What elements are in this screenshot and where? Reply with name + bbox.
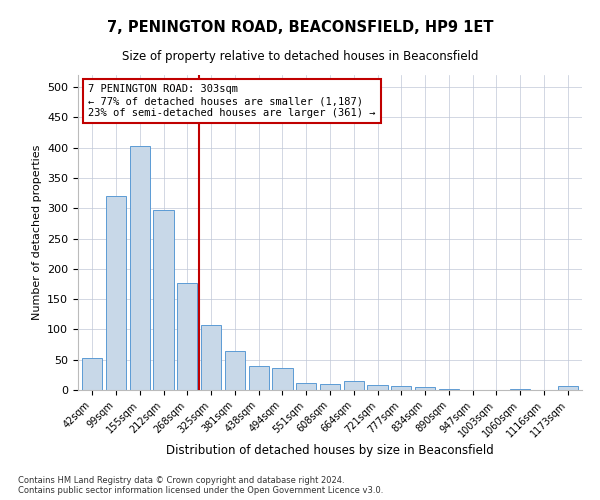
Bar [296, 384, 316, 390]
Bar [367, 384, 388, 390]
Bar [201, 325, 221, 390]
Text: 7, PENINGTON ROAD, BEACONSFIELD, HP9 1ET: 7, PENINGTON ROAD, BEACONSFIELD, HP9 1ET [107, 20, 493, 35]
Bar [557, 386, 578, 390]
Bar [177, 284, 197, 390]
Bar [344, 381, 364, 390]
Bar [391, 386, 412, 390]
Y-axis label: Number of detached properties: Number of detached properties [32, 145, 41, 320]
Bar [225, 350, 245, 390]
Bar [272, 368, 293, 390]
Bar [130, 146, 150, 390]
Text: 7 PENINGTON ROAD: 303sqm
← 77% of detached houses are smaller (1,187)
23% of sem: 7 PENINGTON ROAD: 303sqm ← 77% of detach… [88, 84, 376, 117]
Bar [82, 358, 103, 390]
Bar [415, 387, 435, 390]
Text: Size of property relative to detached houses in Beaconsfield: Size of property relative to detached ho… [122, 50, 478, 63]
Bar [439, 389, 459, 390]
Bar [248, 366, 269, 390]
Bar [154, 210, 173, 390]
X-axis label: Distribution of detached houses by size in Beaconsfield: Distribution of detached houses by size … [166, 444, 494, 458]
Text: Contains HM Land Registry data © Crown copyright and database right 2024.
Contai: Contains HM Land Registry data © Crown c… [18, 476, 383, 495]
Bar [106, 196, 126, 390]
Bar [320, 384, 340, 390]
